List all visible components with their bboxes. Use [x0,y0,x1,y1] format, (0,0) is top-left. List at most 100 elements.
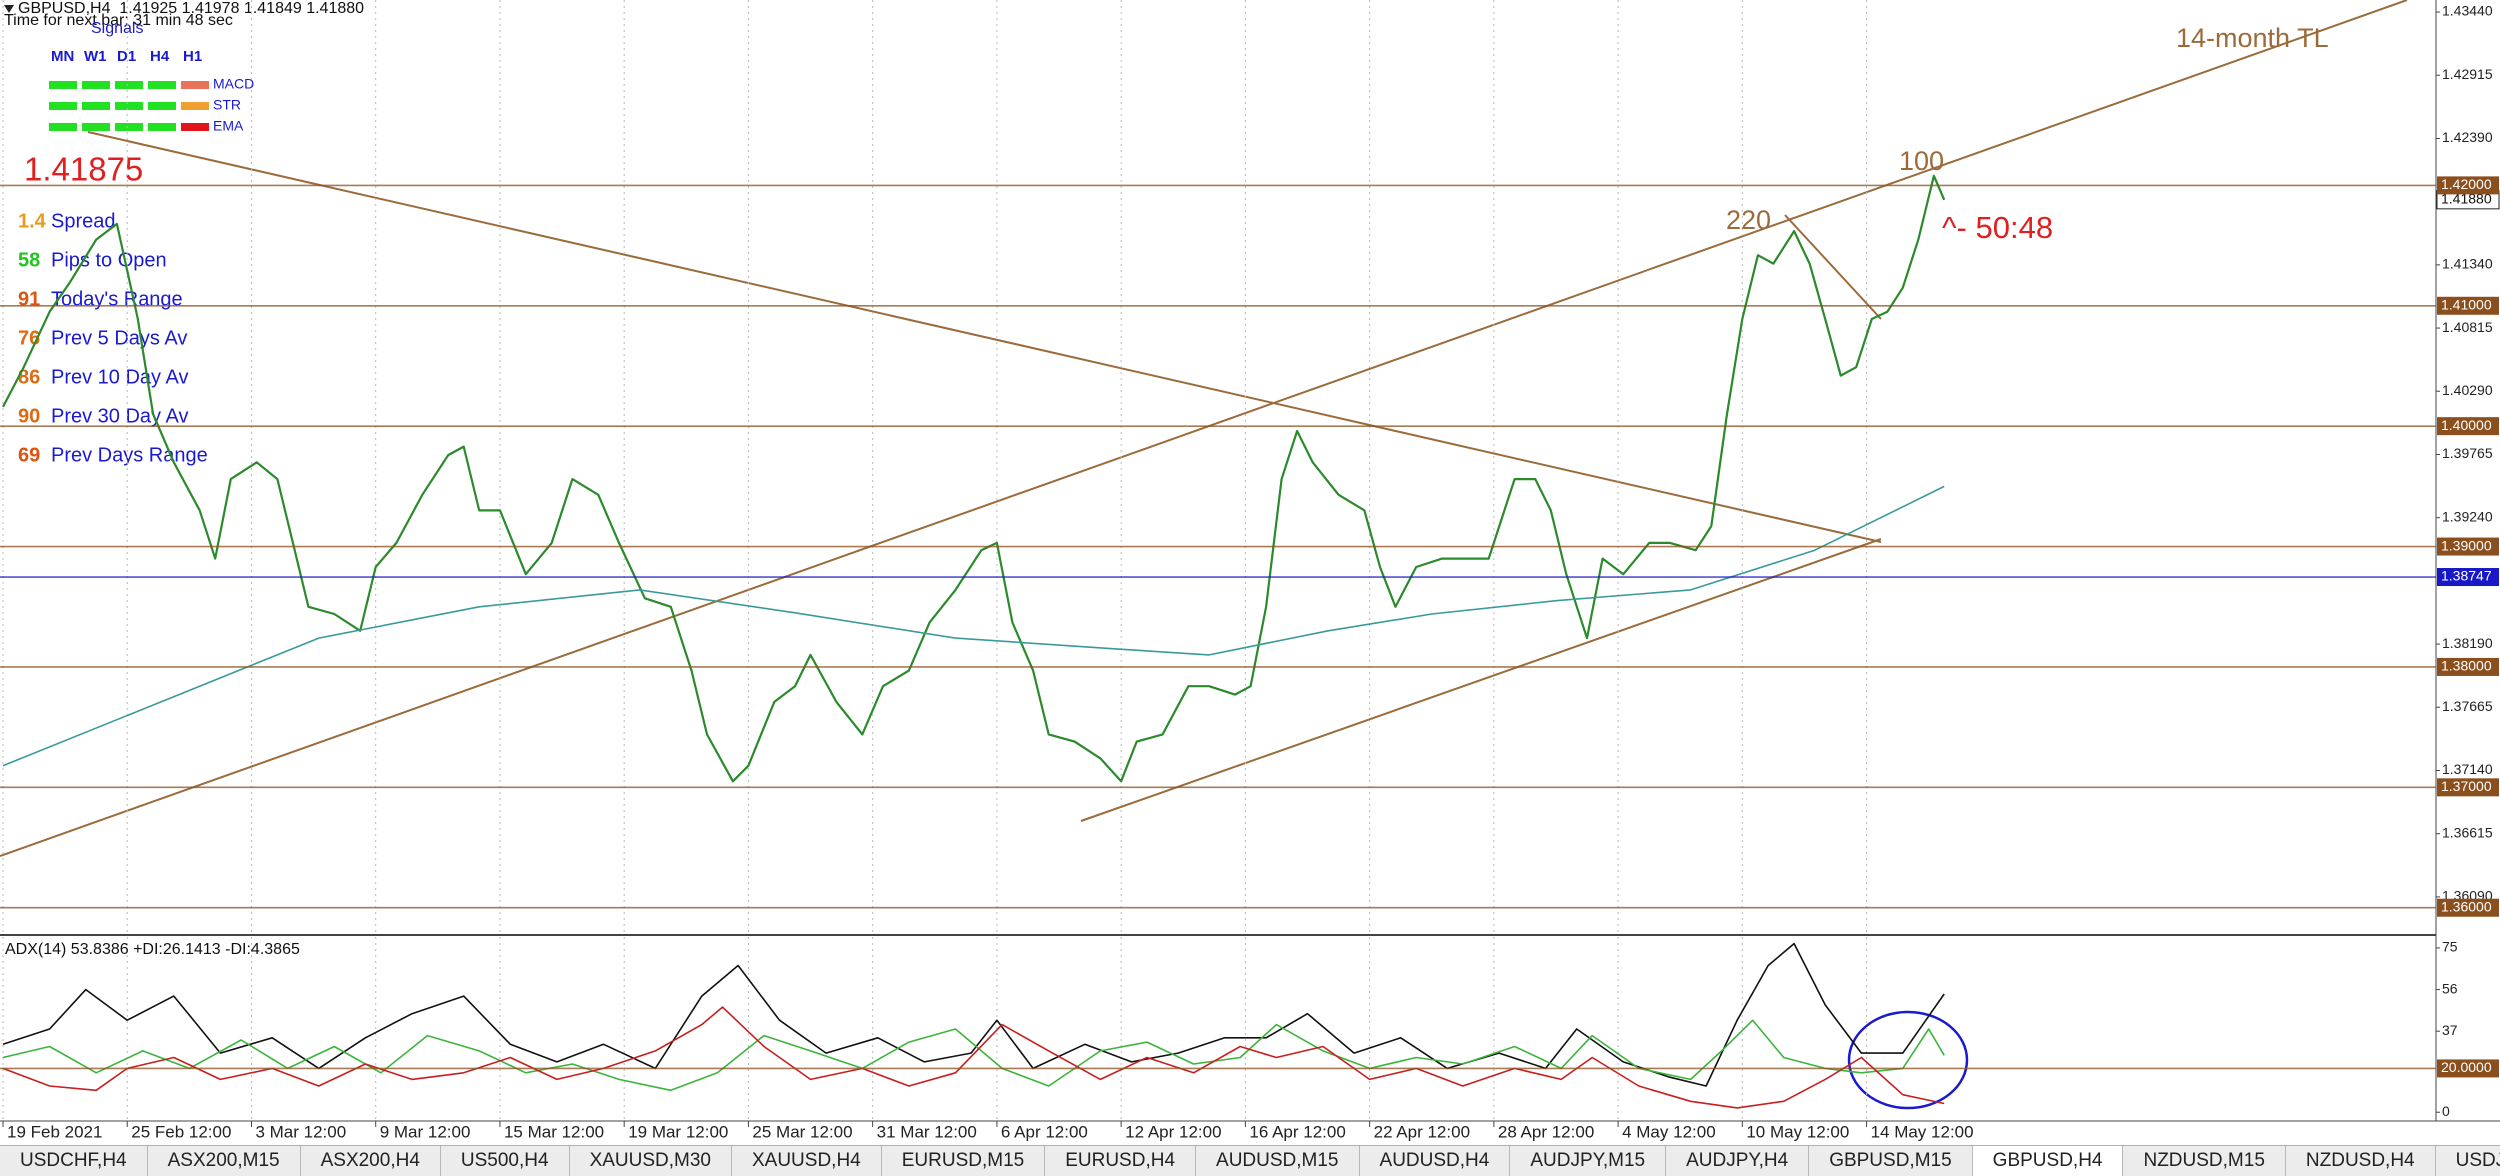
y-tick-label: 0 [2442,1103,2450,1119]
chart-tab[interactable]: AUDUSD,M15 [1196,1146,1360,1176]
stat-label: Pips to Open [51,249,167,271]
background [0,0,2500,1145]
level-box [2437,176,2499,195]
chart-tab[interactable]: XAUUSD,M30 [570,1146,732,1176]
y-tick-label: 1.43440 [2442,3,2493,19]
x-tick-label: 12 Apr 12:00 [1125,1122,1221,1141]
x-tick-label: 25 Mar 12:00 [752,1122,852,1141]
y-tick-label: 1.42390 [2442,129,2493,145]
trendlines [0,0,2408,857]
bar-timer: Time for next bar: 31 min 48 sec [4,12,233,29]
stat-label: Spread [51,210,116,232]
chart-tab[interactable]: AUDJPY,M15 [1510,1146,1667,1176]
stat-label: Prev 5 Days Av [51,327,187,349]
level-label: 1.38747 [2441,568,2492,584]
x-tick-label: 25 Feb 12:00 [131,1122,231,1141]
y-tick-label: 1.40815 [2442,319,2493,335]
series-line [2,1006,1945,1109]
y-tick-label: 75 [2442,939,2458,955]
stat-value: 1.4 [18,210,47,232]
stat-value: 58 [18,249,40,271]
legend-label: MACD [213,76,254,92]
x-tick-label: 6 Apr 12:00 [1001,1122,1088,1141]
x-tick-label: 31 Mar 12:00 [877,1122,977,1141]
x-tick-label: 10 May 12:00 [1746,1122,1849,1141]
collapse-icon[interactable] [4,5,14,13]
y-tick-label: 1.39765 [2442,445,2493,461]
level-label: 1.37000 [2441,778,2492,794]
chart-tab[interactable]: NZDUSD,H4 [2286,1146,2436,1176]
price-label: 1.41875 [24,151,143,188]
chart-tab[interactable]: ASX200,M15 [148,1146,301,1176]
annotation: ^- 50:48 [1942,210,2053,245]
chart-tab[interactable]: ASX200,H4 [301,1146,441,1176]
annotation: 14-month TL [2176,23,2329,53]
level-box [2437,568,2499,587]
chart-tab[interactable]: AUDUSD,H4 [1360,1146,1511,1176]
x-tick-label: 3 Mar 12:00 [255,1122,346,1141]
stat-label: Prev Days Range [51,444,208,466]
signal-block [115,123,143,131]
level-box [2437,657,2499,676]
chart-tab[interactable]: EURUSD,M15 [882,1146,1046,1176]
stat-label: Today's Range [51,288,183,310]
signals-title: Signals [91,20,143,37]
level-box [2437,296,2499,315]
x-tick-label: 19 Mar 12:00 [628,1122,728,1141]
level-label: 1.39000 [2441,537,2492,553]
timeframe-label: MN [51,48,74,65]
y-tick-label: 1.41340 [2442,256,2493,272]
stat-value: 90 [18,405,40,427]
chart-tab[interactable]: XAUUSD,H4 [732,1146,882,1176]
level-box [2437,898,2499,917]
legend-label: STR [213,97,241,113]
signal-block [148,123,176,131]
header: GBPUSD,H4 1.41925 1.41978 1.41849 1.4188… [4,0,364,37]
x-tick-label: 15 Mar 12:00 [504,1122,604,1141]
tab-bar: USDCHF,H4 ASX200,M15 ASX200,H4 US500,H4 XAUU… [0,1145,2500,1176]
chart-tab[interactable]: AUDJPY,H4 [1666,1146,1810,1176]
signal-block [49,123,77,131]
level-label: 1.40000 [2441,417,2492,433]
signal-block [49,81,77,89]
stat-label: Prev 30 Day Av [51,405,188,427]
annotation: 100 [1899,146,1944,176]
trading-chart: GBPUSD,H4 1.41925 1.41978 1.41849 1.4188… [0,0,2500,1145]
annotation: 220 [1726,205,1771,235]
stat-value: 86 [18,366,40,388]
chart-tab[interactable]: USDJPY,M15 [2436,1146,2500,1176]
signal-block [82,81,110,89]
chart-tab[interactable]: EURUSD,H4 [1045,1146,1197,1176]
series-line [2,1019,1945,1092]
trendline [0,0,2408,857]
chart-tab[interactable]: GBPUSD,H4 [1972,1146,2124,1176]
x-tick-label: 9 Mar 12:00 [380,1122,471,1141]
chart-tab[interactable]: GBPUSD,M15 [1809,1146,1973,1176]
y-tick-label: 1.39240 [2442,508,2493,524]
y-tick-label: 1.37665 [2442,698,2493,714]
signal-block [148,81,176,89]
chart-tab[interactable]: US500,H4 [441,1146,570,1176]
signal-block [148,102,176,110]
chart-tab[interactable]: USDCHF,H4 [0,1146,148,1176]
y-tick-label: 1.38190 [2442,635,2493,651]
series-line [2,174,1946,783]
y-tick-label: 56 [2442,980,2458,996]
series-line [2,942,1945,1087]
legend-swatch [181,81,209,89]
chart-tab[interactable]: NZDUSD,M15 [2123,1146,2286,1176]
symbol-line: GBPUSD,H4 1.41925 1.41978 1.41849 1.4188… [18,0,364,17]
x-tick-label: 16 Apr 12:00 [1249,1122,1345,1141]
level-label: 1.38000 [2441,658,2492,674]
y-tick-label: 37 [2442,1022,2458,1038]
signal-block [115,102,143,110]
timeframe-label: D1 [117,48,136,65]
indicator-title: ADX(14) 53.8386 +DI:26.1413 -DI:4.3865 [5,941,300,958]
signal-block [49,102,77,110]
legend-swatch [181,123,209,131]
stat-label: Prev 10 Day Av [51,366,188,388]
legend-swatch [181,102,209,110]
x-tick-label: 22 Apr 12:00 [1374,1122,1470,1141]
x-tick-label: 28 Apr 12:00 [1498,1122,1594,1141]
level-box [2437,778,2499,797]
